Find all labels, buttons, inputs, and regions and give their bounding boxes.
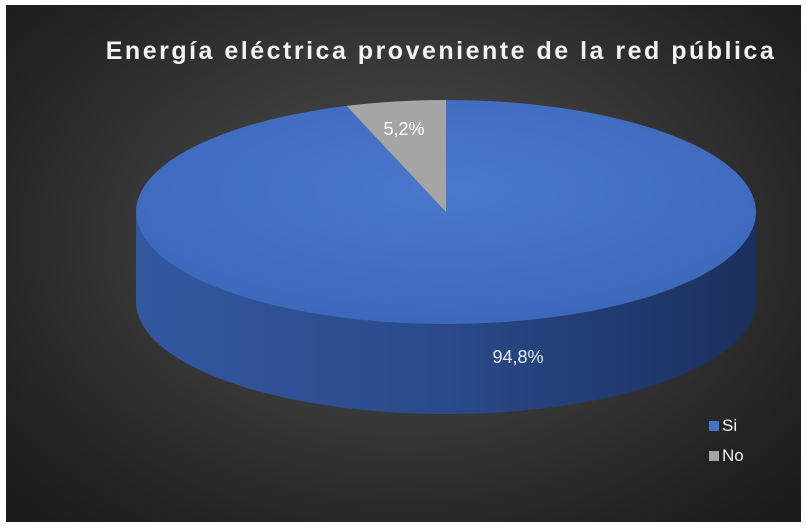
pie-slice-si — [135, 100, 756, 324]
pie-side-wall — [136, 212, 756, 414]
legend: Si No — [709, 411, 744, 471]
legend-swatch-no — [709, 451, 719, 461]
pie-slice-no — [346, 100, 446, 212]
legend-swatch-si — [709, 421, 719, 431]
pie-chart-plot: 94,8% 5,2% — [135, 100, 756, 414]
chart-area: 94,8% 5,2% Energía eléctrica proveniente … — [6, 5, 801, 522]
chart-title: Energía eléctrica proveniente de la red … — [105, 37, 777, 65]
legend-item-no: No — [709, 441, 744, 471]
data-label-no: 5,2% — [383, 119, 424, 139]
data-label-si: 94,8% — [492, 347, 543, 367]
legend-label-si: Si — [722, 416, 738, 435]
legend-item-si: Si — [709, 411, 744, 441]
legend-label-no: No — [722, 446, 744, 465]
